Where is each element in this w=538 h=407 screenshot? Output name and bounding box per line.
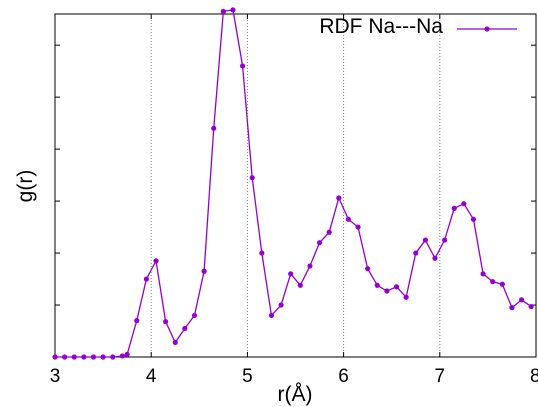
legend-label: RDF Na---Na bbox=[319, 15, 443, 38]
data-point bbox=[191, 312, 198, 319]
data-point bbox=[461, 201, 467, 207]
data-point bbox=[393, 284, 400, 290]
data-point bbox=[230, 7, 236, 13]
data-point bbox=[288, 271, 294, 277]
x-tick-label-4: 4 bbox=[146, 366, 157, 387]
data-point bbox=[182, 325, 188, 332]
data-point bbox=[442, 237, 448, 243]
data-point bbox=[499, 281, 505, 287]
legend-marker bbox=[484, 26, 490, 32]
data-point bbox=[297, 282, 303, 288]
data-point bbox=[355, 224, 361, 230]
data-point bbox=[470, 216, 477, 222]
data-point bbox=[268, 312, 275, 319]
x-axis-ticks bbox=[54, 14, 537, 357]
data-point bbox=[413, 250, 419, 256]
data-point bbox=[451, 205, 457, 211]
data-point bbox=[326, 229, 332, 235]
data-point bbox=[239, 63, 246, 69]
data-point bbox=[220, 8, 226, 15]
data-point bbox=[211, 125, 217, 131]
data-point bbox=[345, 216, 352, 222]
data-point bbox=[249, 175, 255, 181]
legend: RDF Na---Na bbox=[319, 15, 517, 38]
data-point bbox=[528, 303, 534, 310]
data-point bbox=[90, 354, 97, 360]
data-point bbox=[384, 288, 390, 294]
data-point bbox=[509, 305, 515, 311]
x-tick-label-5: 5 bbox=[242, 366, 253, 387]
data-point bbox=[100, 354, 106, 360]
y-axis-title: g(r) bbox=[14, 170, 37, 203]
data-point bbox=[201, 268, 207, 274]
x-axis-title: r(Å) bbox=[278, 383, 313, 406]
data-point bbox=[490, 279, 496, 285]
data-point bbox=[124, 351, 130, 358]
data-point bbox=[143, 276, 149, 282]
data-point bbox=[172, 339, 178, 346]
x-axis-tick-labels: 3 4 5 6 7 8 bbox=[50, 366, 538, 387]
data-point bbox=[62, 354, 68, 360]
data-point bbox=[336, 195, 342, 201]
data-point bbox=[403, 294, 409, 300]
x-tick-label-3: 3 bbox=[50, 366, 61, 387]
x-tick-label-8: 8 bbox=[530, 366, 538, 387]
data-point bbox=[259, 250, 265, 256]
data-point bbox=[110, 354, 116, 360]
data-point bbox=[153, 258, 159, 264]
data-point bbox=[316, 240, 323, 246]
vertical-grid-lines bbox=[150, 14, 441, 357]
data-point bbox=[432, 255, 438, 261]
data-point bbox=[374, 282, 380, 288]
data-point bbox=[518, 297, 525, 303]
x-tick-label-6: 6 bbox=[338, 366, 349, 387]
data-point bbox=[365, 266, 371, 272]
data-point bbox=[278, 302, 284, 308]
series-line-0 bbox=[55, 9, 532, 358]
data-point bbox=[134, 318, 140, 324]
data-point bbox=[119, 353, 125, 359]
data-point bbox=[81, 354, 87, 360]
data-point bbox=[307, 263, 313, 269]
data-point bbox=[480, 271, 486, 277]
data-point bbox=[71, 354, 77, 360]
series-layer bbox=[52, 7, 534, 360]
data-point bbox=[52, 354, 58, 360]
plot-frame bbox=[54, 13, 537, 358]
x-tick-label-7: 7 bbox=[435, 366, 446, 387]
data-point bbox=[163, 319, 169, 325]
y-axis-ticks bbox=[55, 44, 536, 358]
data-point bbox=[422, 237, 428, 243]
